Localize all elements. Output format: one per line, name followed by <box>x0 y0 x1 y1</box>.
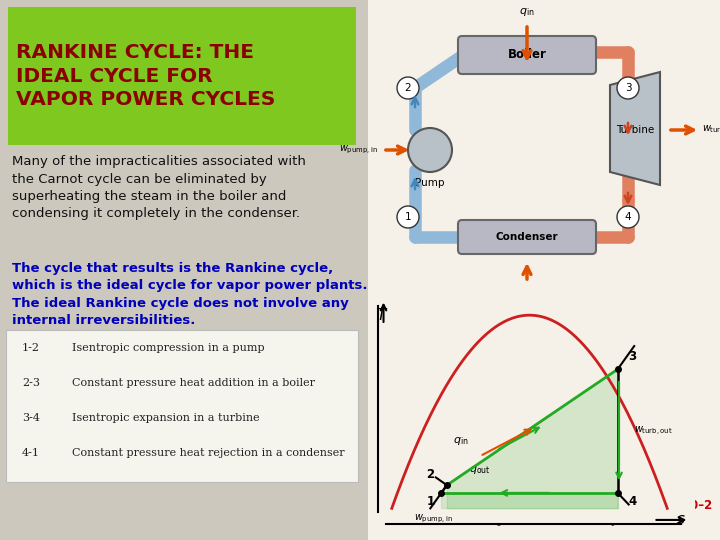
Text: $w_\mathrm{turb,out}$: $w_\mathrm{turb,out}$ <box>702 124 720 137</box>
Text: Pump: Pump <box>415 178 445 188</box>
Circle shape <box>397 206 419 228</box>
Text: $q_\mathrm{in}$: $q_\mathrm{in}$ <box>454 435 469 447</box>
Text: 3-4: 3-4 <box>22 413 40 423</box>
Text: T: T <box>376 308 385 323</box>
Text: $q_\mathrm{out}$: $q_\mathrm{out}$ <box>516 290 538 302</box>
Text: Constant pressure heat rejection in a condenser: Constant pressure heat rejection in a co… <box>72 448 345 458</box>
Text: Turbine: Turbine <box>616 125 654 135</box>
Text: 3: 3 <box>629 350 636 363</box>
Text: FIGURE 10–2: FIGURE 10–2 <box>629 499 712 512</box>
Text: Condenser: Condenser <box>495 232 558 242</box>
Polygon shape <box>610 72 660 185</box>
Text: $w_\mathrm{turb,out}$: $w_\mathrm{turb,out}$ <box>634 424 672 437</box>
Text: s: s <box>677 512 685 528</box>
Text: 3: 3 <box>625 83 631 93</box>
Text: 2: 2 <box>426 468 434 481</box>
Text: Boiler: Boiler <box>508 49 546 62</box>
Circle shape <box>397 77 419 99</box>
FancyBboxPatch shape <box>458 220 596 254</box>
Circle shape <box>617 206 639 228</box>
Text: Isentropic compression in a pump: Isentropic compression in a pump <box>72 343 265 353</box>
FancyBboxPatch shape <box>458 36 596 74</box>
Text: $w_\mathrm{pump,in}$: $w_\mathrm{pump,in}$ <box>339 144 378 156</box>
FancyBboxPatch shape <box>8 7 356 145</box>
Text: Many of the impracticalities associated with
the Carnot cycle can be eliminated : Many of the impracticalities associated … <box>12 155 306 220</box>
Text: 1-2: 1-2 <box>22 343 40 353</box>
Text: Isentropic expansion in a turbine: Isentropic expansion in a turbine <box>72 413 260 423</box>
Text: Constant pressure heat addition in a boiler: Constant pressure heat addition in a boi… <box>72 378 315 388</box>
FancyBboxPatch shape <box>368 0 720 540</box>
Text: RANKINE CYCLE: THE
IDEAL CYCLE FOR
VAPOR POWER CYCLES: RANKINE CYCLE: THE IDEAL CYCLE FOR VAPOR… <box>16 43 275 109</box>
Text: The cycle that results is the Rankine cycle,
which is the ideal cycle for vapor : The cycle that results is the Rankine cy… <box>12 262 367 327</box>
Text: 4-1: 4-1 <box>22 448 40 458</box>
Text: 4: 4 <box>625 212 631 222</box>
Text: 2-3: 2-3 <box>22 378 40 388</box>
Text: 1: 1 <box>405 212 411 222</box>
Circle shape <box>617 77 639 99</box>
Text: $q_\mathrm{in}$: $q_\mathrm{in}$ <box>519 6 535 18</box>
Text: $w_\mathrm{pump,in}$: $w_\mathrm{pump,in}$ <box>414 512 452 524</box>
Text: The simple ideal Rankine cycle.: The simple ideal Rankine cycle. <box>451 513 639 526</box>
Text: $q_\mathrm{out}$: $q_\mathrm{out}$ <box>469 463 491 476</box>
Text: 1: 1 <box>426 495 434 508</box>
Text: 4: 4 <box>629 495 637 508</box>
Text: 2: 2 <box>405 83 411 93</box>
FancyBboxPatch shape <box>6 330 358 482</box>
Circle shape <box>408 128 452 172</box>
